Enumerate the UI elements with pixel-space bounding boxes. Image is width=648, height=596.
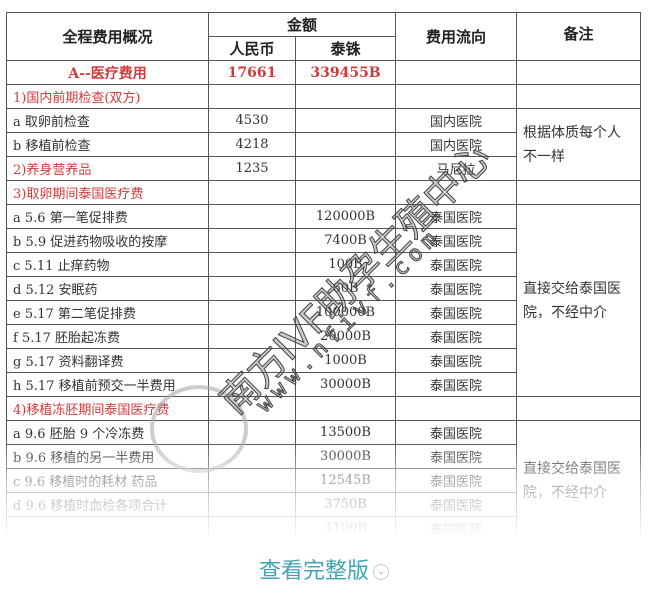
flow-value: 泰国医院 (395, 204, 518, 229)
item-label: e 5.17 第二笔促排费 (6, 300, 209, 325)
thb-value: 30000B (294, 372, 397, 397)
remark-note: 直接交给泰国医院，不经中介 (516, 420, 642, 541)
flow-value: 泰国医院 (395, 252, 518, 277)
flow-value: 泰国医院 (395, 444, 518, 469)
chevron-down-icon[interactable]: ⌄ (373, 564, 389, 580)
item-label: a 9.6 胚胎 9 个冷冻费 (6, 420, 209, 445)
header-flow: 费用流向 (395, 12, 518, 61)
flow-value: 泰国医院 (395, 492, 518, 517)
flow-value: 国内医院 (395, 132, 518, 157)
flow-value: 泰国医院 (395, 276, 518, 301)
section-title: 2)养身营养品 (6, 156, 209, 181)
section-row: 1)国内前期检查(双方) (6, 84, 642, 109)
table-row: e 5.17 第二笔促排费 100000B 泰国医院 (6, 300, 641, 325)
summary-rmb: 17661 (208, 60, 296, 85)
item-label: c 9.6 移植时的耗材 药品 (6, 468, 209, 493)
rmb-value (208, 252, 296, 277)
item-label: d 9.6 移植时血检各项合计 (6, 492, 209, 517)
rmb-value (208, 276, 296, 301)
flow-value: 泰国医院 (395, 228, 518, 253)
item-label: a 5.6 第一笔促排费 (6, 204, 209, 229)
flow-value: 泰国医院 (395, 420, 518, 445)
thb-value: 100B (294, 252, 397, 277)
flow-value: 马尼拉 (395, 156, 518, 181)
item-label: b 9.6 移植的另一半费用 (6, 444, 209, 469)
rmb-value (208, 420, 296, 445)
rmb-value (208, 204, 296, 229)
rmb-value (208, 492, 296, 517)
view-full-version-link[interactable]: 查看完整版 ⌄ (0, 553, 648, 585)
header-thb: 泰铢 (294, 36, 397, 61)
item-label: g 5.17 资料翻译费 (6, 348, 209, 373)
item-label: a 取卵前检查 (6, 108, 209, 133)
table-row: g 5.17 资料翻译费 1000B 泰国医院 (6, 348, 641, 373)
section-row: 2)养身营养品 1235 马尼拉 (6, 156, 641, 181)
expense-table: 全程费用概况 金额 费用流向 备注 人民币 泰铢 A--医疗费用 17661 3… (6, 12, 642, 541)
rmb-value (208, 300, 296, 325)
rmb-value: 4530 (208, 108, 296, 133)
table-row: a 5.6 第一笔促排费 120000B 泰国医院 直接交给泰国医院，不经中介 (6, 204, 642, 397)
flow-value: 泰国医院 (395, 348, 518, 373)
thb-value: 1000B (294, 348, 397, 373)
item-label: b 5.9 促进药物吸收的按摩 (6, 228, 209, 253)
table-row: a 取卵前检查 4530 国内医院 根据体质每个人不一样 (6, 108, 642, 181)
section-row: 3)取卵期间泰国医疗费 (6, 180, 642, 205)
header-overview: 全程费用概况 (6, 12, 209, 61)
thb-value: 60B (294, 276, 397, 301)
rmb-value (208, 228, 296, 253)
flow-value: 国内医院 (395, 108, 518, 133)
header-remark: 备注 (516, 12, 642, 61)
section-title: 3)取卵期间泰国医疗费 (6, 180, 209, 205)
table-row: a 9.6 胚胎 9 个冷冻费 13500B 泰国医院 直接交给泰国医院，不经中介 (6, 420, 642, 541)
header-rmb: 人民币 (208, 36, 296, 61)
rmb-value (208, 516, 296, 541)
thb-value: 12545B (294, 468, 397, 493)
table-row: b 移植前检查 4218 国内医院 (6, 132, 641, 157)
flow-value: 泰国医院 (395, 324, 518, 349)
item-label: h 5.17 移植前预交一半费用 (6, 372, 209, 397)
thb-value: 3750B (294, 492, 397, 517)
thb-value: 30000B (294, 444, 397, 469)
thb-value: 13500B (294, 420, 397, 445)
item-label: f 5.17 胚胎起冻费 (6, 324, 209, 349)
item-label (6, 516, 209, 541)
remark-note: 直接交给泰国医院，不经中介 (516, 204, 642, 397)
flow-value: 泰国医院 (395, 516, 518, 541)
item-label: d 5.12 安眠药 (6, 276, 209, 301)
summary-label: A--医疗费用 (6, 60, 209, 85)
rmb-value (208, 324, 296, 349)
section-row: 4)移植冻胚期间泰国医疗费 (6, 396, 642, 421)
section-title: 4)移植冻胚期间泰国医疗费 (6, 396, 209, 421)
rmb-value (208, 348, 296, 373)
view-full-label[interactable]: 查看完整版 (258, 559, 369, 584)
rmb-value (208, 468, 296, 493)
rmb-value (208, 372, 296, 397)
table-row: d 5.12 安眠药 60B 泰国医院 (6, 276, 641, 301)
rmb-value: 1235 (208, 156, 296, 181)
flow-value: 泰国医院 (395, 372, 518, 397)
thb-value: 120000B (294, 204, 397, 229)
rmb-value: 4218 (208, 132, 296, 157)
rmb-value (208, 444, 296, 469)
remark-note: 根据体质每个人不一样 (516, 108, 642, 181)
flow-value: 泰国医院 (395, 300, 518, 325)
section-title: 1)国内前期检查(双方) (6, 84, 209, 109)
table-row: b 5.9 促进药物吸收的按摩 7400B 泰国医院 (6, 228, 641, 253)
summary-row: A--医疗费用 17661 339455B (6, 60, 642, 85)
thb-value: 100000B (294, 300, 397, 325)
header-amount: 金额 (207, 12, 397, 37)
summary-thb: 339455B (294, 60, 397, 85)
item-label: b 移植前检查 (6, 132, 209, 157)
flow-value: 泰国医院 (395, 468, 518, 493)
item-label: c 5.11 止痒药物 (6, 252, 209, 277)
thb-value: 20000B (294, 324, 397, 349)
thb-value: 4100B (294, 516, 397, 541)
thb-value: 7400B (294, 228, 397, 253)
